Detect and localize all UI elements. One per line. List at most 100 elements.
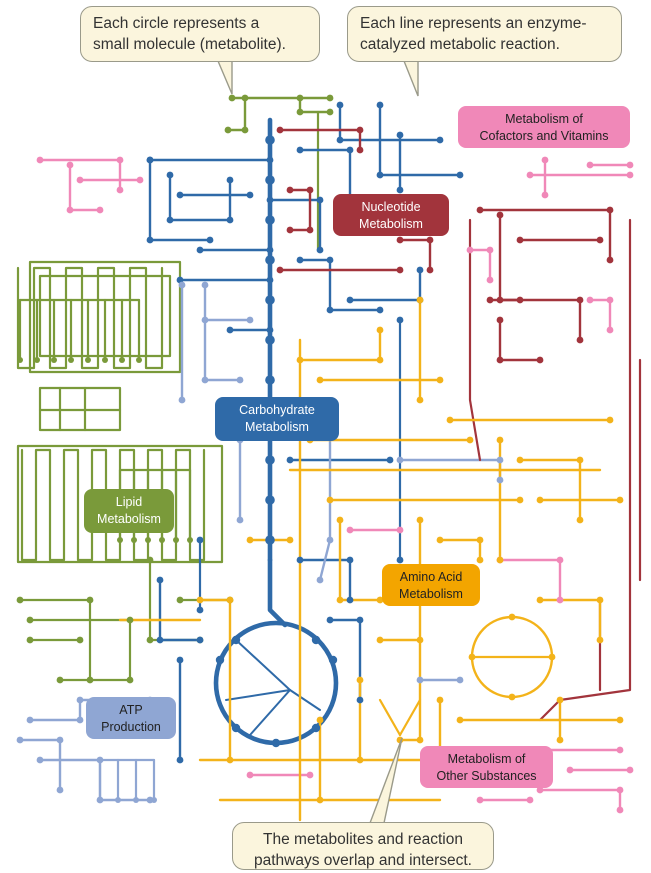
- metabolite-dot: [196, 536, 204, 544]
- reaction-line: [18, 738, 62, 792]
- metabolite-dot: [376, 326, 384, 334]
- metabolite-dot: [416, 736, 424, 744]
- metabolite-dot: [596, 596, 604, 604]
- metabolite-dot: [178, 396, 186, 404]
- reaction-line: [203, 283, 242, 382]
- metabolite-dot: [66, 161, 74, 169]
- reaction-line: [225, 689, 321, 711]
- metabolite-dot: [116, 186, 124, 194]
- metabolite-dot: [231, 723, 241, 733]
- metabolite-dot: [156, 636, 164, 644]
- metabolite-dot: [516, 296, 524, 304]
- metabolite-dot: [508, 613, 516, 621]
- metabolite-dot: [468, 653, 476, 661]
- metabolite-dot: [496, 456, 504, 464]
- metabolite-dot: [196, 636, 204, 644]
- callout-pointer: [402, 60, 419, 97]
- metabolite-dot: [236, 516, 244, 524]
- metabolite-dot: [416, 396, 424, 404]
- metabolite-dot: [265, 175, 275, 185]
- metabolite-dot: [286, 456, 294, 464]
- reaction-line: [498, 558, 562, 602]
- metabolite-dot: [606, 326, 614, 334]
- metabolite-dot: [241, 126, 249, 134]
- metabolite-dot: [86, 676, 94, 684]
- metabolite-dot: [276, 266, 284, 274]
- metabolite-dot: [17, 357, 23, 363]
- reaction-line: [298, 328, 382, 362]
- metabolite-dot: [376, 596, 384, 604]
- metabolite-dot: [265, 375, 275, 385]
- metabolite-dot: [266, 326, 274, 334]
- metabolite-dot: [16, 736, 24, 744]
- metabolite-dot: [396, 526, 404, 534]
- reaction-line: [235, 639, 291, 691]
- metabolite-dot: [296, 256, 304, 264]
- metabolite-dot: [416, 266, 424, 274]
- metabolite-dot: [136, 176, 144, 184]
- reaction-line: [538, 598, 602, 642]
- reaction-line: [438, 538, 482, 562]
- metabolite-dot: [586, 296, 594, 304]
- metabolite-dot: [476, 796, 484, 804]
- metabolite-dot: [271, 738, 281, 748]
- metabolite-dot: [76, 636, 84, 644]
- metabolite-dot: [201, 376, 209, 384]
- metabolite-dot: [336, 596, 344, 604]
- reaction-line: [16, 444, 224, 564]
- label-carbohydrate: Carbohydrate Metabolism: [215, 397, 339, 441]
- metabolite-dot: [226, 176, 234, 184]
- metabolite-dot: [66, 206, 74, 214]
- metabolite-dot: [616, 716, 624, 724]
- metabolite-dot: [296, 556, 304, 564]
- reaction-line: [538, 788, 622, 812]
- metabolite-dot: [508, 693, 516, 701]
- metabolite-dot: [176, 656, 184, 664]
- metabolite-dot: [311, 723, 321, 733]
- metabolite-dot: [173, 537, 179, 543]
- metabolite-dot: [266, 156, 274, 164]
- callout-pointer: [216, 60, 233, 95]
- metabolite-dot: [376, 171, 384, 179]
- metabolite-dot: [296, 356, 304, 364]
- metabolite-dot: [346, 526, 354, 534]
- metabolite-dot: [311, 635, 321, 645]
- reaction-line: [348, 268, 422, 302]
- metabolite-dot: [316, 576, 324, 584]
- metabolite-dot: [376, 306, 384, 314]
- reaction-line: [68, 163, 102, 212]
- metabolite-dot: [416, 636, 424, 644]
- metabolite-dot: [266, 276, 274, 284]
- metabolite-dot: [241, 94, 249, 102]
- metabolite-dot: [26, 716, 34, 724]
- metabolite-dot: [556, 556, 564, 564]
- metabolite-dot: [265, 535, 275, 545]
- metabolite-dot: [446, 416, 454, 424]
- reaction-line: [148, 158, 212, 242]
- metabolite-dot: [496, 316, 504, 324]
- metabolite-dot: [396, 556, 404, 564]
- metabolite-dot: [316, 716, 324, 724]
- metabolite-dot: [536, 786, 544, 794]
- metabolite-dot: [386, 456, 394, 464]
- metabolite-dot: [336, 136, 344, 144]
- metabolite-dot: [396, 131, 404, 139]
- metabolite-dot: [356, 126, 364, 134]
- reaction-line: [588, 298, 612, 332]
- metabolite-dot: [68, 357, 74, 363]
- metabolite-dot: [246, 536, 254, 544]
- metabolite-dot: [476, 556, 484, 564]
- metabolite-dot: [576, 336, 584, 344]
- reaction-line: [298, 148, 352, 202]
- metabolite-dot: [326, 256, 334, 264]
- metabolite-dot: [201, 281, 209, 289]
- metabolite-dot: [226, 756, 234, 764]
- metabolite-dot: [226, 596, 234, 604]
- metabolite-dot: [576, 456, 584, 464]
- metabolite-dot: [496, 476, 504, 484]
- reaction-line: [28, 618, 132, 682]
- metabolite-dot: [131, 537, 137, 543]
- metabolite-dot: [466, 436, 474, 444]
- reaction-line: [398, 698, 422, 737]
- reaction-line: [38, 386, 122, 432]
